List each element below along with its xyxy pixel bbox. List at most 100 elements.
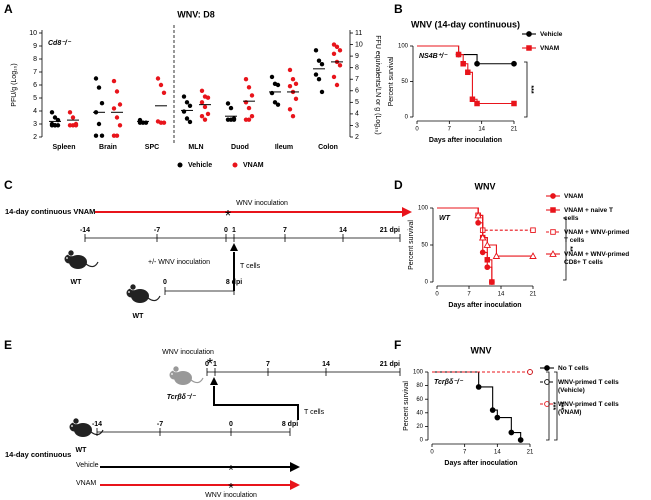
significance-bracket bbox=[554, 371, 558, 441]
panel-label: E bbox=[4, 338, 12, 352]
data-point bbox=[275, 82, 281, 88]
data-marker bbox=[530, 227, 536, 233]
timeline-label: 8 dpi bbox=[226, 279, 242, 286]
data-marker bbox=[489, 407, 496, 413]
data-marker bbox=[489, 279, 495, 285]
mouse-icon bbox=[90, 429, 104, 436]
significance-label: ** bbox=[566, 246, 573, 252]
transfer-label: T cells bbox=[240, 263, 261, 270]
annotation: Cd8⁻/⁻ bbox=[48, 40, 72, 47]
inoculation-label: WNV inoculation bbox=[162, 349, 214, 356]
mouse-icon bbox=[74, 423, 92, 437]
data-point bbox=[199, 88, 205, 93]
data-point bbox=[290, 77, 296, 82]
y2-tick-label: 4 bbox=[355, 111, 359, 118]
arrow-head bbox=[210, 377, 218, 385]
y2-tick-label: 8 bbox=[355, 65, 359, 72]
y-tick-label: 0 bbox=[420, 438, 424, 444]
data-point bbox=[272, 100, 278, 105]
y-tick-label: 9 bbox=[33, 43, 37, 50]
data-point bbox=[331, 74, 337, 80]
y-tick-label: 0 bbox=[425, 280, 429, 286]
data-point bbox=[337, 63, 343, 68]
data-marker bbox=[517, 437, 524, 443]
data-point bbox=[331, 51, 337, 56]
mouse-icon bbox=[72, 417, 80, 425]
x-tick-label: SPC bbox=[145, 144, 159, 151]
mouse-label: Tcrβδ⁻/⁻ bbox=[167, 394, 197, 401]
timeline-label: -7 bbox=[157, 421, 163, 428]
timeline-label: 21 dpi bbox=[380, 227, 400, 234]
x-axis-label: Days after inoculation bbox=[448, 302, 521, 309]
legend-label: No T cells bbox=[558, 365, 589, 372]
data-point bbox=[246, 117, 252, 122]
mouse-icon bbox=[71, 425, 73, 427]
x-tick-label: 7 bbox=[463, 450, 467, 456]
survival-line bbox=[437, 207, 533, 231]
significance-bracket bbox=[524, 61, 528, 118]
y2-tick-label: 2 bbox=[355, 134, 359, 141]
data-point bbox=[184, 100, 190, 105]
timeline-label: 0 bbox=[163, 279, 167, 286]
data-point bbox=[316, 58, 322, 63]
data-marker bbox=[511, 60, 517, 67]
mouse-icon bbox=[147, 295, 161, 302]
significance-bracket bbox=[563, 217, 567, 281]
data-point bbox=[70, 115, 76, 120]
data-point bbox=[205, 95, 211, 100]
data-point bbox=[99, 133, 105, 138]
data-marker bbox=[494, 414, 501, 421]
data-marker bbox=[511, 100, 517, 107]
y-tick-label: 2 bbox=[33, 134, 37, 141]
data-marker bbox=[508, 429, 515, 436]
y2-tick-label: 10 bbox=[355, 41, 363, 48]
mouse-icon bbox=[66, 257, 68, 259]
inoculation-marker: * bbox=[225, 208, 231, 225]
timeline-label: 0 bbox=[205, 361, 209, 368]
timeline-label: 1 bbox=[213, 361, 217, 368]
panel-label: D bbox=[394, 178, 403, 192]
data-marker bbox=[474, 60, 480, 67]
data-point bbox=[293, 96, 299, 102]
data-point bbox=[290, 114, 296, 119]
y-tick-label: 0 bbox=[405, 115, 409, 121]
data-point bbox=[181, 94, 187, 99]
data-point bbox=[111, 78, 117, 84]
data-point bbox=[293, 81, 299, 87]
mouse-icon bbox=[169, 370, 179, 380]
legend-label: VNAM + WNV-primed T cells bbox=[564, 229, 631, 244]
legend-marker bbox=[232, 162, 238, 168]
annotation: WT bbox=[439, 215, 451, 222]
legend-label: WNV-primed T cells (Vehicle) bbox=[558, 379, 621, 394]
data-point bbox=[202, 104, 208, 110]
data-point bbox=[96, 121, 102, 127]
data-point bbox=[111, 106, 117, 111]
panel-label: A bbox=[4, 2, 13, 16]
data-point bbox=[52, 115, 58, 120]
data-point bbox=[199, 100, 205, 105]
donor-inoculation-label: +/- WNV inoculation bbox=[148, 259, 210, 266]
mouse-icon bbox=[174, 371, 192, 385]
data-point bbox=[231, 117, 237, 122]
x-tick-label: 21 bbox=[527, 450, 534, 456]
mouse-icon bbox=[171, 373, 173, 375]
annotation: NS4B⁺/⁻ bbox=[419, 53, 448, 60]
transfer-label: T cells bbox=[304, 409, 325, 416]
data-marker bbox=[465, 69, 471, 76]
chart-title: WNV bbox=[475, 181, 496, 191]
legend-label: VNAM + naive T cells bbox=[564, 207, 615, 222]
chart-title: WNV (14-day continuous) bbox=[411, 19, 520, 29]
data-marker bbox=[484, 264, 491, 271]
data-point bbox=[228, 105, 234, 111]
data-point bbox=[93, 76, 99, 81]
x-tick-label: 0 bbox=[430, 450, 434, 456]
significance-label: *** bbox=[557, 402, 564, 410]
y2-axis-label: FFU equivalents/LN or g (Log₁₀) bbox=[374, 35, 381, 134]
treatment-label: 14-day continuous bbox=[5, 450, 71, 459]
mouse-icon bbox=[126, 288, 136, 298]
significance-label: *** bbox=[527, 85, 534, 93]
data-point bbox=[158, 82, 164, 88]
timeline-label: 14 bbox=[339, 227, 347, 234]
mouse-icon bbox=[85, 261, 99, 268]
